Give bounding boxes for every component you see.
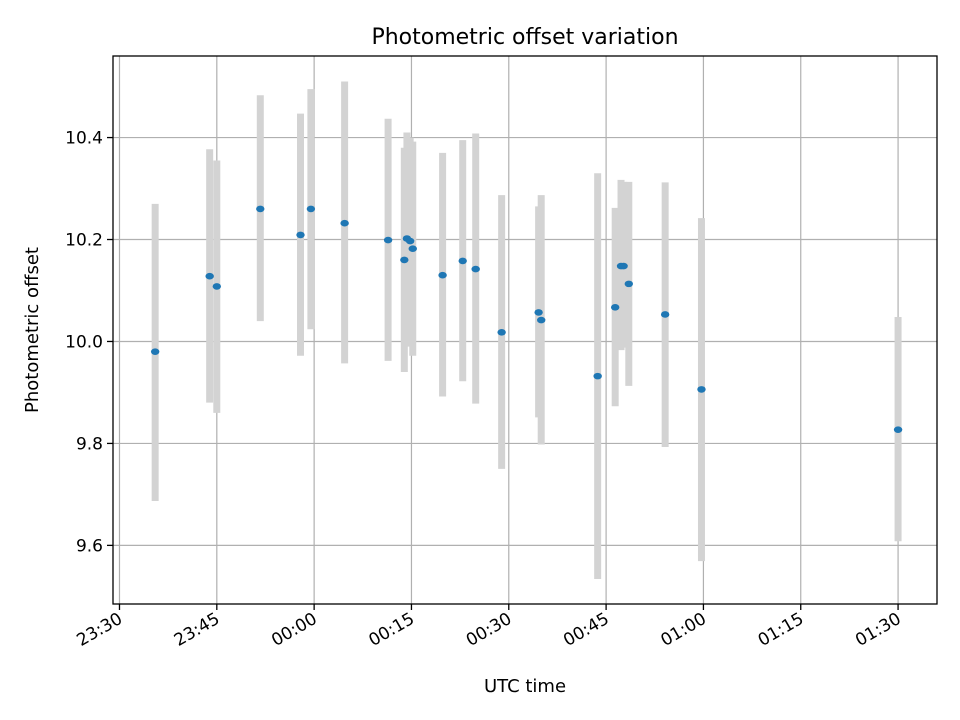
data-point (205, 272, 214, 280)
plot-frame (112, 55, 938, 605)
y-tick-label: 10.2 (65, 231, 103, 251)
data-point (893, 426, 903, 433)
x-tick-label: 01:15 (755, 609, 807, 651)
chart-title: Photometric offset variation (371, 25, 678, 50)
x-tick-label: 01:00 (657, 609, 709, 651)
data-point (212, 283, 222, 290)
data-point (383, 236, 393, 244)
data-point (405, 237, 415, 245)
y-axis-label: Photometric offset (22, 247, 43, 413)
x-tick-label: 00:00 (268, 609, 320, 651)
grid-layer (113, 56, 937, 604)
point-layer (150, 205, 903, 433)
data-point (497, 328, 506, 336)
y-tick-label: 10.4 (65, 129, 103, 149)
x-tick-label: 23:45 (171, 609, 223, 651)
data-point (619, 262, 628, 270)
data-point (610, 304, 620, 311)
data-point (537, 316, 546, 324)
data-point (660, 311, 670, 318)
x-tick-label: 00:30 (463, 609, 515, 651)
data-point (400, 256, 409, 264)
y-axis-ticks: 9.6 9.8 10.0 10.2 10.4 (65, 129, 113, 556)
data-point (458, 257, 467, 265)
x-tick-label: 23:30 (74, 609, 126, 651)
x-tick-label: 01:30 (852, 609, 904, 651)
x-axis-label: UTC time (484, 676, 566, 697)
data-point (256, 205, 265, 213)
data-point (408, 245, 417, 252)
data-point (534, 309, 543, 316)
y-tick-label: 9.6 (76, 536, 103, 556)
data-point (150, 348, 160, 355)
data-point (624, 280, 634, 288)
y-tick-label: 9.8 (76, 434, 103, 454)
data-point (438, 271, 447, 279)
x-axis-ticks: 23:30 23:45 00:00 00:15 00:30 00:45 01:00 01:15… (74, 604, 905, 651)
data-point (471, 265, 480, 273)
data-point (697, 386, 706, 393)
x-tick-label: 00:45 (560, 609, 612, 651)
data-point (593, 372, 602, 380)
data-point (296, 231, 305, 239)
x-tick-label: 00:15 (366, 609, 418, 651)
data-point (306, 205, 316, 213)
y-tick-label: 10.0 (65, 332, 103, 352)
errorbar-layer (151, 81, 902, 580)
data-point (340, 219, 349, 227)
